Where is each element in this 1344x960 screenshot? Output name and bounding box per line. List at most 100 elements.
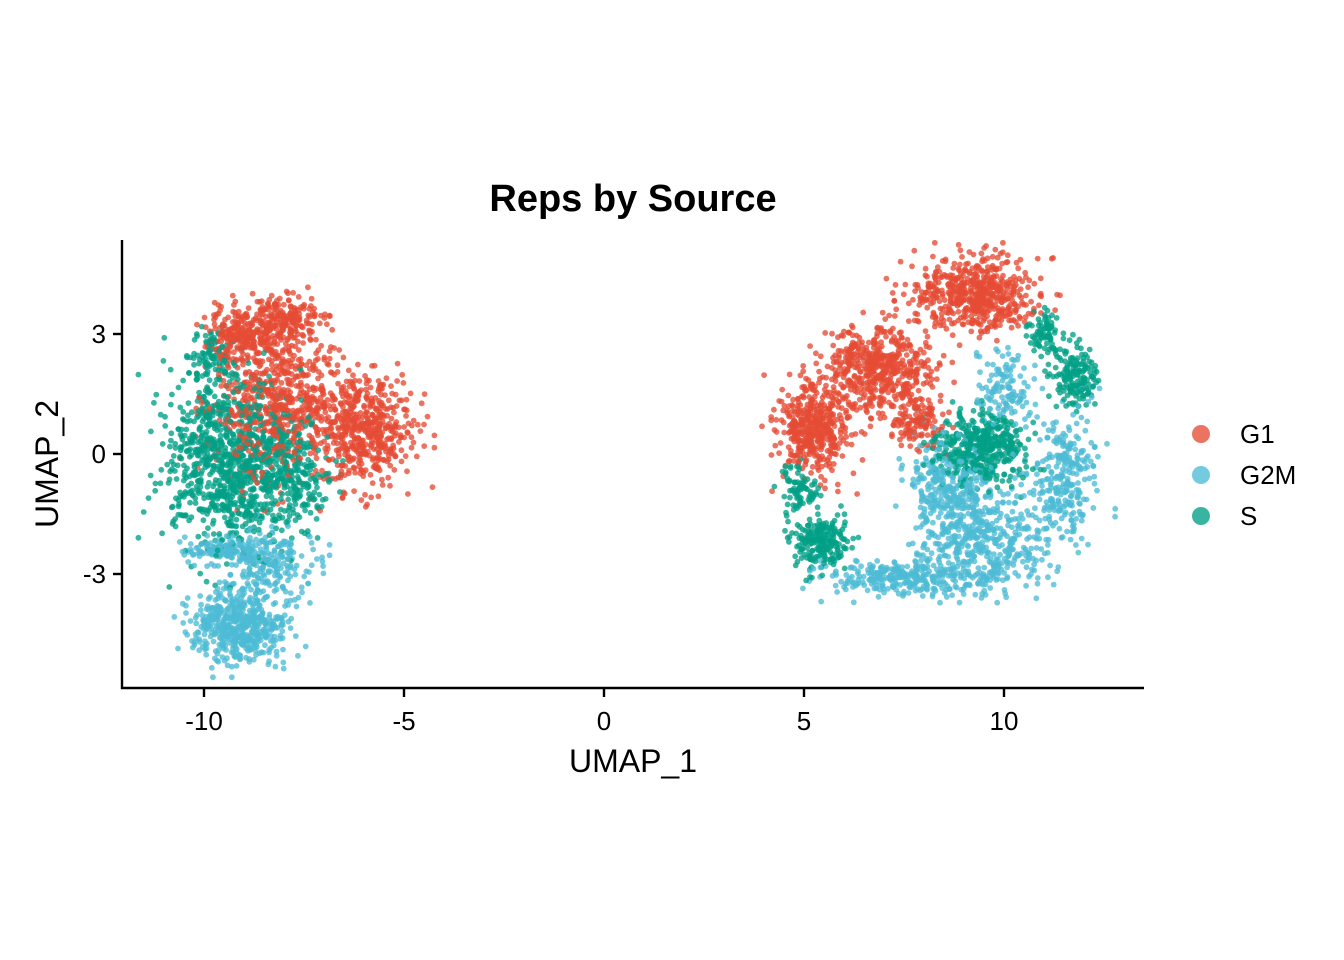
point-g2m [1036, 535, 1043, 542]
point-g2m [179, 600, 186, 607]
point-g1 [898, 442, 905, 449]
point-g2m [197, 607, 204, 614]
point-g1 [329, 326, 336, 333]
point-g2m [197, 593, 204, 599]
point-s [815, 485, 822, 492]
point-s [1035, 316, 1042, 323]
point-g2m [1073, 433, 1080, 440]
point-s [1053, 403, 1060, 410]
point-g1 [934, 264, 941, 271]
point-g1 [790, 396, 796, 403]
point-g1 [385, 474, 392, 481]
point-s [1032, 430, 1039, 437]
point-s [1052, 364, 1059, 371]
point-g1 [356, 378, 363, 384]
point-g1 [773, 416, 780, 423]
point-g1 [910, 436, 917, 442]
point-s [210, 531, 217, 537]
point-g2m [1044, 542, 1051, 548]
point-g1 [850, 470, 857, 477]
point-g2m [887, 575, 894, 582]
point-g2m [1034, 527, 1041, 534]
point-s [1042, 368, 1048, 374]
point-g2m [1104, 440, 1110, 447]
point-s [194, 333, 201, 339]
point-g2m [285, 618, 292, 625]
point-s [1023, 464, 1030, 470]
point-g1 [281, 301, 287, 308]
point-g2m [1067, 493, 1074, 500]
point-g2m [310, 546, 316, 553]
point-s [944, 418, 950, 424]
point-g2m [326, 552, 333, 559]
point-s [195, 533, 202, 540]
point-g1 [989, 253, 996, 260]
point-s [160, 358, 167, 364]
point-g1 [407, 390, 414, 397]
point-s [841, 511, 848, 518]
point-g1 [786, 371, 793, 378]
point-s [259, 515, 265, 522]
point-g2m [1052, 519, 1059, 526]
point-s [1052, 327, 1058, 333]
point-s [193, 483, 200, 490]
point-g2m [1042, 515, 1049, 522]
point-g2m [952, 532, 958, 539]
point-g2m [1095, 453, 1101, 460]
point-g1 [249, 290, 256, 297]
point-g1 [288, 342, 295, 349]
point-s [1045, 361, 1052, 368]
point-g2m [935, 514, 942, 521]
point-s [841, 565, 848, 572]
point-g2m [920, 544, 927, 551]
point-g1 [408, 434, 415, 441]
point-g1 [860, 309, 867, 316]
point-g2m [1043, 536, 1050, 543]
point-s [205, 525, 211, 531]
point-g1 [375, 493, 382, 500]
point-g2m [195, 629, 201, 635]
point-s [1066, 400, 1073, 407]
point-g2m [193, 620, 200, 627]
point-g2m [293, 603, 300, 610]
point-s [185, 412, 191, 419]
point-s [787, 465, 794, 471]
point-g1 [937, 398, 944, 404]
point-g1 [848, 441, 855, 448]
point-g1 [229, 292, 236, 299]
point-s [792, 553, 799, 560]
point-g2m [999, 353, 1006, 359]
point-g2m [930, 562, 937, 569]
point-g2m [1010, 363, 1016, 369]
point-g2m [965, 559, 971, 565]
point-g2m [326, 541, 333, 548]
point-g1 [970, 251, 977, 258]
point-g1 [772, 442, 779, 449]
point-g1 [312, 467, 319, 474]
point-g2m [1034, 471, 1040, 478]
point-g2m [237, 656, 243, 663]
point-g1 [417, 428, 424, 434]
point-g2m [1091, 480, 1098, 487]
point-g2m [183, 610, 189, 616]
point-s [787, 494, 793, 501]
point-s [195, 490, 202, 496]
point-g2m [1050, 581, 1057, 588]
point-g2m [996, 402, 1003, 408]
point-g1 [931, 239, 938, 246]
point-g1 [965, 260, 971, 267]
point-s [197, 570, 204, 577]
point-s [245, 360, 252, 367]
point-s [782, 527, 788, 534]
point-g1 [978, 250, 985, 257]
point-g1 [295, 294, 302, 300]
point-g1 [869, 403, 875, 409]
point-s [1070, 331, 1076, 338]
point-g1 [784, 409, 791, 416]
point-s [162, 413, 168, 420]
point-g1 [291, 449, 298, 455]
point-g1 [1008, 324, 1015, 331]
point-s [1066, 337, 1073, 344]
point-g1 [891, 313, 898, 319]
point-s [152, 487, 159, 494]
